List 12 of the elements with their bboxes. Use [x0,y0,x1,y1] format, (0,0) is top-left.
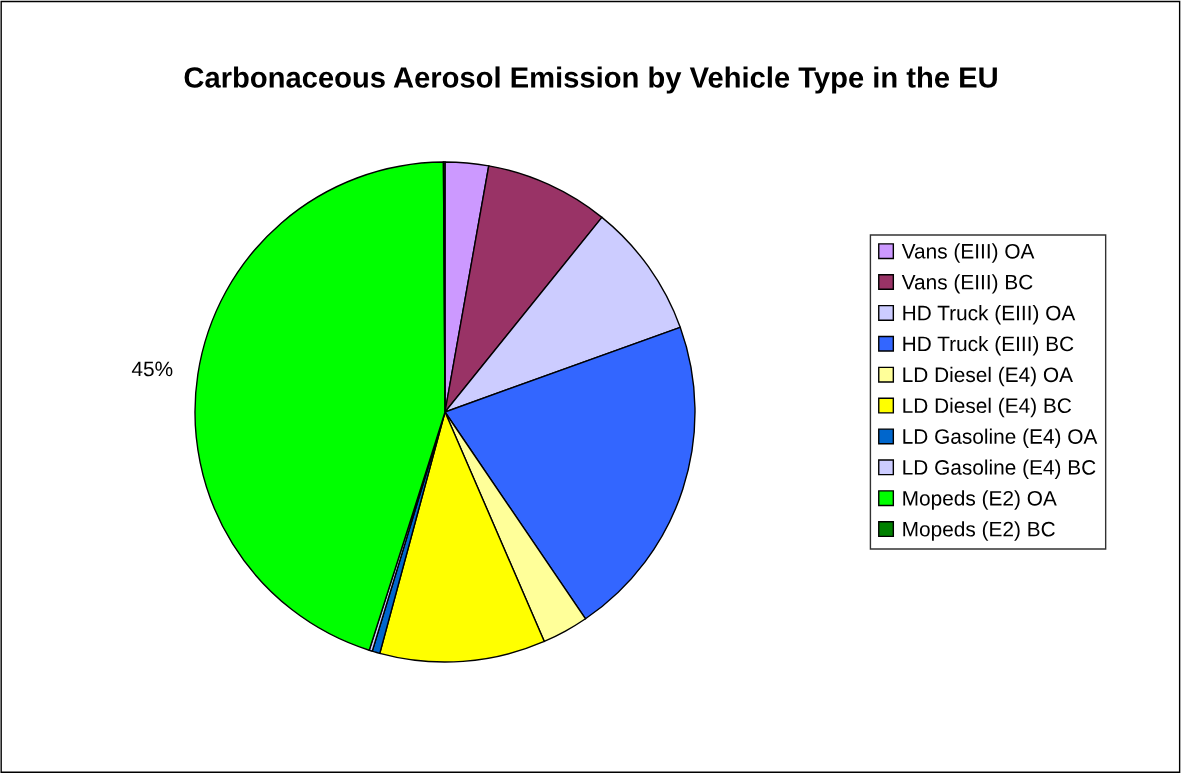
legend-label: LD Gasoline (E4) OA [903,428,1098,449]
legend-label: Vans (EIII) OA [901,243,1035,263]
legend-label: HD Truck (EIII) BC [903,335,1074,356]
legend-label: LD Gasoline (E4) BC [903,459,1096,479]
legend-label: Mopeds (E2) BC [903,521,1055,541]
chart-title: Carbonaceous Aerosol Emission by Vehicle Type in the EU [184,66,997,94]
legend-label: LD Diesel (E4) OA [903,366,1073,387]
legend-label: LD Diesel (E4) BC [903,397,1072,418]
data-label: 45% [131,361,173,377]
legend-label: Mopeds (E2) OA [903,490,1057,510]
legend-label: Vans (EIII) BC [901,274,1033,294]
legend-label: HD Truck (EIII) OA [903,305,1076,325]
